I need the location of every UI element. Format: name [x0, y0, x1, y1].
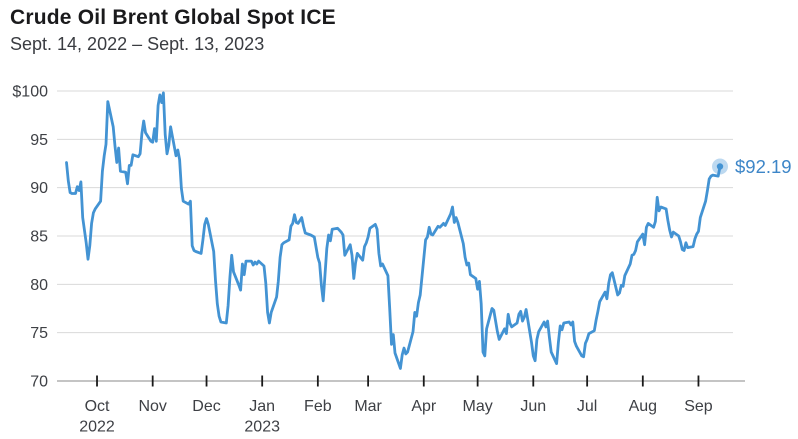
x-axis-month-label: Jan	[249, 398, 275, 415]
x-axis-month-label: May	[463, 398, 493, 415]
y-axis-label: 75	[30, 325, 48, 342]
x-axis-month-label: Mar	[354, 398, 382, 415]
price-line	[65, 91, 722, 370]
x-axis-month-label: Jul	[577, 398, 597, 415]
last-price-marker	[716, 163, 724, 170]
y-axis-label: 85	[30, 229, 48, 246]
page-title: Crude Oil Brent Global Spot ICE	[10, 6, 336, 29]
x-axis-month-label: Nov	[138, 398, 166, 415]
x-axis-month-label: Sep	[684, 398, 713, 415]
y-axis-label: 80	[30, 277, 48, 294]
last-price-label: $92.19	[735, 156, 792, 177]
x-axis-month-label: Jun	[520, 398, 546, 415]
x-axis-month-label: Aug	[629, 398, 657, 415]
x-axis-year-label: 2023	[244, 419, 280, 436]
x-axis-month-label: Oct	[85, 398, 110, 415]
x-axis-year-label: 2022	[79, 419, 115, 436]
y-axis-label: 95	[30, 132, 48, 149]
x-axis-month-label: Dec	[192, 398, 220, 415]
date-range-subtitle: Sept. 14, 2022 – Sept. 13, 2023	[10, 34, 265, 54]
x-axis-month-label: Feb	[304, 398, 332, 415]
x-axis-month-label: Apr	[411, 398, 437, 415]
y-axis-label: 90	[30, 180, 48, 197]
y-axis-label: $100	[12, 84, 48, 101]
y-axis-label: 70	[30, 374, 48, 391]
